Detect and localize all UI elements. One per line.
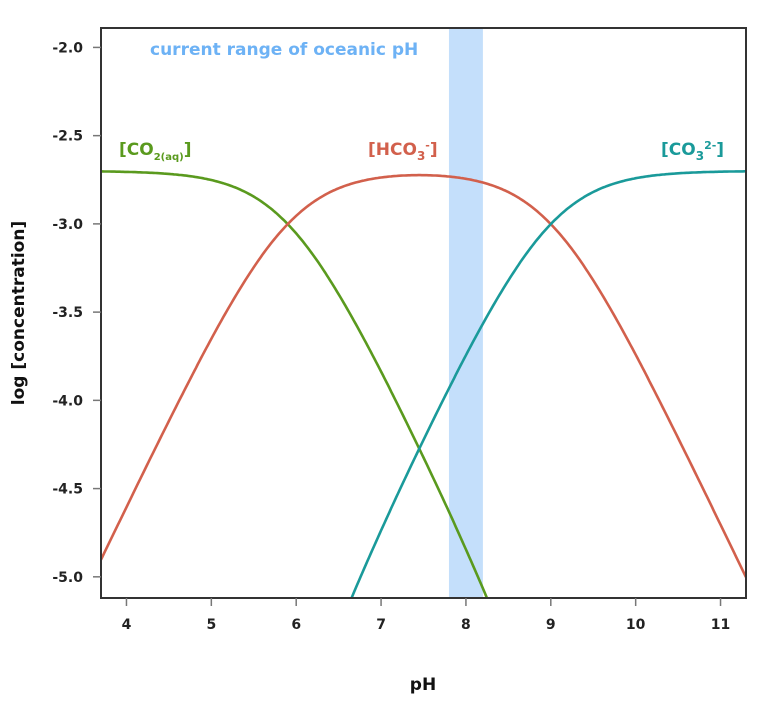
x-axis-title: pH [410,675,436,695]
y-tick-label: -3.5 [52,305,83,321]
y-tick-label: -4.5 [52,482,83,498]
y-tick-label: -2.5 [52,129,83,145]
y-axis-title: log [concentration] [9,221,29,405]
y-tick-label: -5.0 [52,570,83,586]
x-tick-label: 10 [626,617,646,633]
band-annotation: current range of oceanic pH [150,40,418,60]
series-line-co3 [350,170,746,598]
y-tick-label: -2.0 [52,40,83,56]
y-tick-label: -4.0 [52,393,83,409]
x-tick-label: 11 [711,617,730,633]
series-line-co2 [101,170,489,598]
y-tick-label: -3.0 [52,217,83,233]
plot-frame [100,27,747,599]
x-tick-label: 8 [461,617,471,633]
x-tick-label: 7 [376,617,386,633]
series-label-co3: [CO32-] [661,139,724,163]
series-label-hco3: [HCO3-] [368,139,438,163]
series-label-co2: [CO2(aq)] [119,140,192,163]
x-tick-label: 6 [291,617,301,633]
x-tick-label: 4 [122,617,132,633]
x-tick-label: 9 [546,617,556,633]
x-tick-label: 5 [206,617,216,633]
oceanic-ph-band [448,28,483,598]
series-line-hco3 [101,173,746,578]
